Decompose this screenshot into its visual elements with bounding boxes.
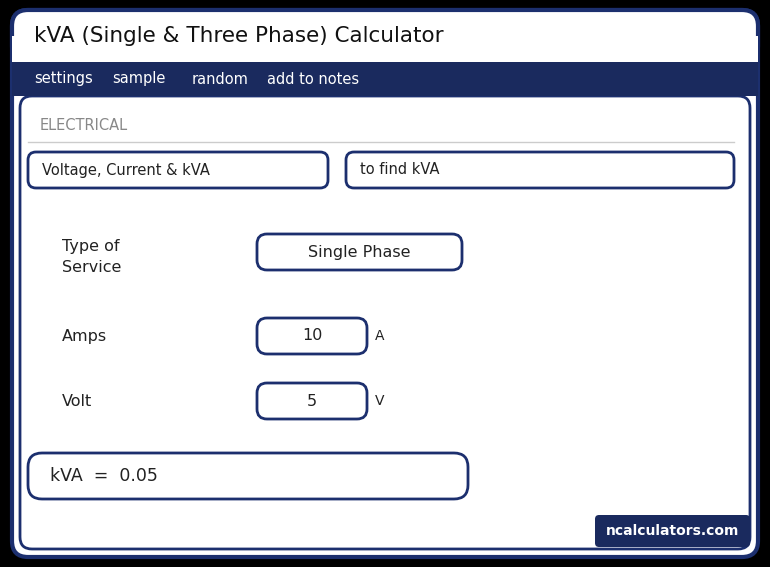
Text: Amps: Amps xyxy=(62,328,107,344)
Text: V: V xyxy=(375,394,384,408)
Text: ncalculators.com: ncalculators.com xyxy=(606,524,739,538)
Bar xyxy=(12,62,758,96)
Text: Voltage, Current & kVA: Voltage, Current & kVA xyxy=(42,163,210,177)
FancyBboxPatch shape xyxy=(346,152,734,188)
Text: settings: settings xyxy=(34,71,92,87)
Text: Service: Service xyxy=(62,260,122,276)
Text: add to notes: add to notes xyxy=(267,71,359,87)
FancyBboxPatch shape xyxy=(20,96,750,549)
Text: A: A xyxy=(375,329,384,343)
Text: kVA  =  0.05: kVA = 0.05 xyxy=(50,467,158,485)
FancyBboxPatch shape xyxy=(28,453,468,499)
FancyBboxPatch shape xyxy=(12,62,411,96)
FancyBboxPatch shape xyxy=(257,318,367,354)
Text: sample: sample xyxy=(112,71,166,87)
FancyBboxPatch shape xyxy=(12,10,758,62)
FancyBboxPatch shape xyxy=(28,152,328,188)
Text: Single Phase: Single Phase xyxy=(308,244,410,260)
FancyBboxPatch shape xyxy=(257,234,462,270)
Text: ELECTRICAL: ELECTRICAL xyxy=(40,119,128,133)
FancyBboxPatch shape xyxy=(257,383,367,419)
Text: Volt: Volt xyxy=(62,393,92,408)
Bar xyxy=(12,36,758,62)
FancyBboxPatch shape xyxy=(12,10,758,557)
Text: Type of: Type of xyxy=(62,239,119,253)
Text: kVA (Single & Three Phase) Calculator: kVA (Single & Three Phase) Calculator xyxy=(34,26,444,46)
FancyBboxPatch shape xyxy=(595,515,750,547)
Text: random: random xyxy=(192,71,249,87)
Text: to find kVA: to find kVA xyxy=(360,163,440,177)
Text: 5: 5 xyxy=(307,393,317,408)
Text: 10: 10 xyxy=(302,328,322,344)
